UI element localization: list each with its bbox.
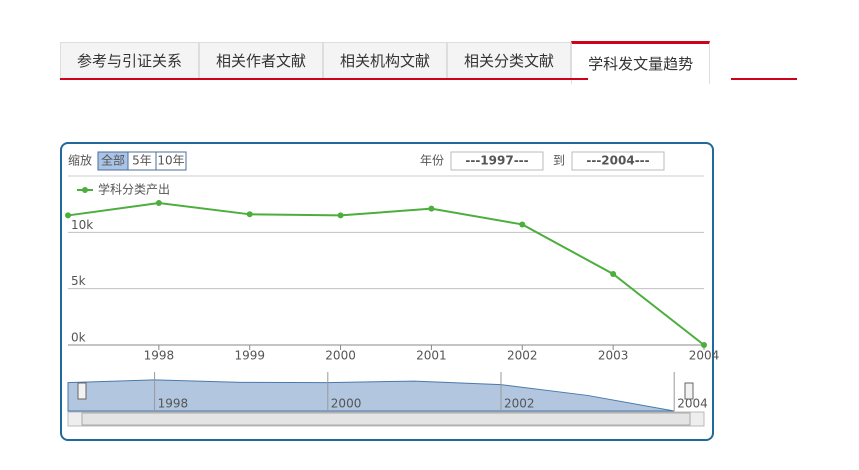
tab[interactable]: 相关作者文献	[199, 42, 324, 79]
tab-underline	[60, 78, 588, 80]
chart-frame	[60, 142, 714, 441]
navigator-area	[67, 379, 675, 412]
range-to-input[interactable]	[571, 151, 665, 171]
data-point	[519, 221, 526, 228]
x-tick-label: 1999	[234, 349, 265, 363]
range-from-input[interactable]	[450, 151, 544, 171]
legend-label[interactable]: 学科分类产出	[98, 182, 170, 197]
navigator-handle[interactable]	[684, 382, 694, 400]
x-tick-label: 2004	[689, 349, 720, 363]
zoom-button[interactable]	[155, 151, 187, 171]
tab[interactable]: 相关分类文献	[447, 42, 572, 79]
legend-marker	[82, 187, 88, 193]
navigator-tick-label: 2004	[677, 397, 708, 411]
y-tick-label: 10k	[71, 218, 93, 232]
x-tick-label: 1998	[144, 349, 175, 363]
data-point	[65, 212, 71, 219]
zoom-button-label[interactable]: 10年	[157, 154, 184, 168]
range-label: 年份	[420, 154, 444, 168]
zoom-label: 缩放	[68, 153, 92, 168]
tab-bar: 参考与引证关系 相关作者文献 相关机构文献 相关分类文献 学科发文量趋势	[60, 41, 711, 84]
range-to-label: 到	[553, 154, 565, 168]
tab[interactable]: 学科发文量趋势	[571, 41, 711, 84]
navigator-tick-label: 1998	[158, 397, 189, 411]
zoom-button-label[interactable]: 全部	[101, 153, 125, 168]
x-tick-label: 2000	[325, 349, 356, 363]
y-tick-label: 5k	[71, 274, 86, 288]
tab[interactable]: 相关机构文献	[323, 42, 448, 79]
tab[interactable]: 参考与引证关系	[60, 42, 200, 79]
range-from[interactable]: ---1997---	[465, 154, 528, 168]
navigator-tick-label: 2002	[504, 397, 535, 411]
scrollbar-thumb[interactable]	[81, 412, 691, 426]
navigator-tick-label: 2000	[331, 397, 362, 411]
x-tick-label: 2001	[416, 349, 447, 363]
x-tick-label: 2002	[507, 349, 538, 363]
data-point	[246, 211, 253, 218]
data-point	[701, 342, 707, 348]
data-point	[337, 212, 344, 219]
x-tick-label: 2003	[598, 349, 629, 363]
data-point	[155, 200, 162, 207]
series-line	[67, 202, 705, 346]
y-tick-label: 0k	[71, 331, 86, 345]
range-to[interactable]: ---2004---	[586, 154, 649, 168]
data-point	[428, 205, 435, 212]
tab-underline	[731, 78, 797, 80]
zoom-button-label[interactable]: 5年	[132, 154, 152, 168]
data-point	[610, 271, 617, 278]
navigator-handle[interactable]	[77, 382, 87, 400]
